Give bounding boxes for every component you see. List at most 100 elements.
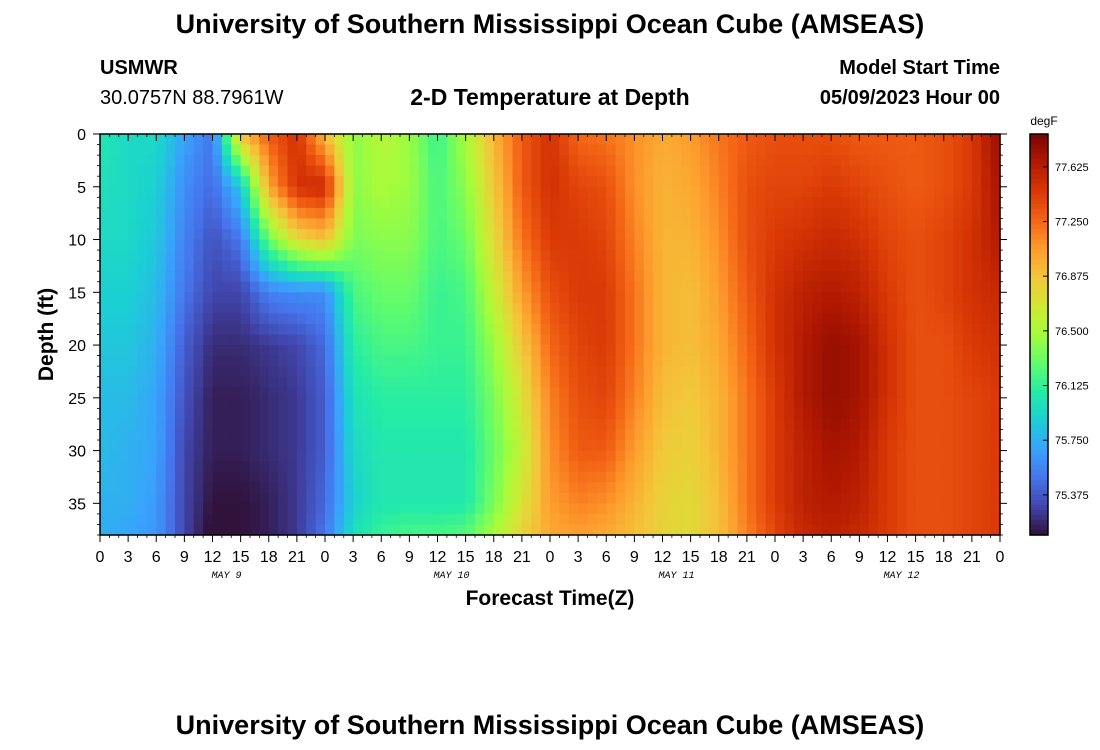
heatmap-cell [765,218,776,230]
heatmap-cell [859,482,870,494]
heatmap-cell [334,408,345,420]
heatmap-cell [700,408,710,420]
heatmap-cell [709,218,720,230]
heatmap-cell [812,207,823,220]
heatmap-cell [850,471,860,483]
heatmap-cell [568,176,579,188]
heatmap-cell [287,450,298,462]
heatmap-cell [784,197,795,209]
heatmap-cell [934,429,945,441]
heatmap-cell [568,492,579,504]
heatmap-cell [981,418,992,431]
heatmap-cell [118,313,129,325]
heatmap-cell [962,218,973,230]
heatmap-cell [746,250,757,262]
heatmap-cell [896,207,907,220]
heatmap-cell [653,186,664,198]
heatmap-cell [315,492,326,504]
heatmap-cell [250,408,260,420]
heatmap-cell [456,250,467,262]
heatmap-cell [203,228,214,241]
heatmap-cell [868,228,879,241]
heatmap-cell [868,176,879,188]
heatmap-cell [212,397,223,409]
heatmap-cell [962,482,973,494]
heatmap-cell [296,313,307,325]
heatmap-cell [643,313,654,325]
colorbar-segment [1030,514,1048,521]
heatmap-cell [137,334,148,346]
heatmap-cell [540,513,551,526]
heatmap-cell [362,250,373,262]
heatmap-cell [137,176,148,188]
heatmap-cell [521,197,532,209]
heatmap-cell [456,197,467,209]
heatmap-cell [512,397,523,409]
heatmap-cell [765,176,776,188]
heatmap-cell [971,355,982,367]
heatmap-cell [503,450,514,462]
heatmap-cell [203,250,214,262]
heatmap-cell [737,524,748,536]
heatmap-cell [503,134,514,146]
heatmap-cell [371,355,382,367]
heatmap-cell [934,323,945,336]
heatmap-cell [662,461,673,473]
heatmap-cell [653,260,664,272]
heatmap-cell [437,313,448,325]
heatmap-cell [334,429,345,441]
heatmap-cell [193,239,204,251]
heatmap-cell [362,397,373,409]
heatmap-cell [643,165,654,177]
heatmap-cell [287,387,298,399]
heatmap-cell [606,313,617,325]
heatmap-cell [625,281,635,293]
heatmap-cell [306,461,317,473]
heatmap-cell [118,218,129,230]
heatmap-cell [737,228,748,241]
heatmap-cell [709,461,720,473]
heatmap-cell [418,355,429,367]
heatmap-cell [531,207,542,220]
heatmap-cell [606,228,617,241]
heatmap-cell [709,429,720,441]
heatmap-cell [362,418,373,431]
heatmap-cell [521,482,532,494]
heatmap-cell [475,207,485,220]
heatmap-cell [203,440,214,452]
heatmap-cell [446,271,457,283]
heatmap-cell [981,302,992,314]
heatmap-cell [568,471,579,483]
heatmap-cell [625,144,635,156]
heatmap-cell [287,366,298,378]
heatmap-cell [175,207,185,220]
heatmap-cell [334,155,345,167]
heatmap-cell [596,408,607,420]
heatmap-cell [512,355,523,367]
heatmap-cell [343,228,354,241]
heatmap-cell [850,387,860,399]
heatmap-cell [512,503,523,515]
heatmap-cell [831,323,842,336]
heatmap-cell [934,397,945,409]
heatmap-cell [521,218,532,230]
heatmap-cell [709,323,720,336]
heatmap-cell [737,271,748,283]
heatmap-cell [737,387,748,399]
heatmap-cell [634,482,645,494]
heatmap-cell [493,440,504,452]
heatmap-cell [146,250,157,262]
heatmap-cell [728,471,739,483]
heatmap-cell [859,450,870,462]
heatmap-cell [212,176,223,188]
heatmap-cell [146,376,157,388]
heatmap-cell [756,418,767,431]
heatmap-cell [831,376,842,388]
heatmap-cell [634,302,645,314]
heatmap-cell [615,355,626,367]
heatmap-cell [812,239,823,251]
heatmap-cell [625,408,635,420]
heatmap-cell [109,176,120,188]
heatmap-cell [400,450,410,462]
